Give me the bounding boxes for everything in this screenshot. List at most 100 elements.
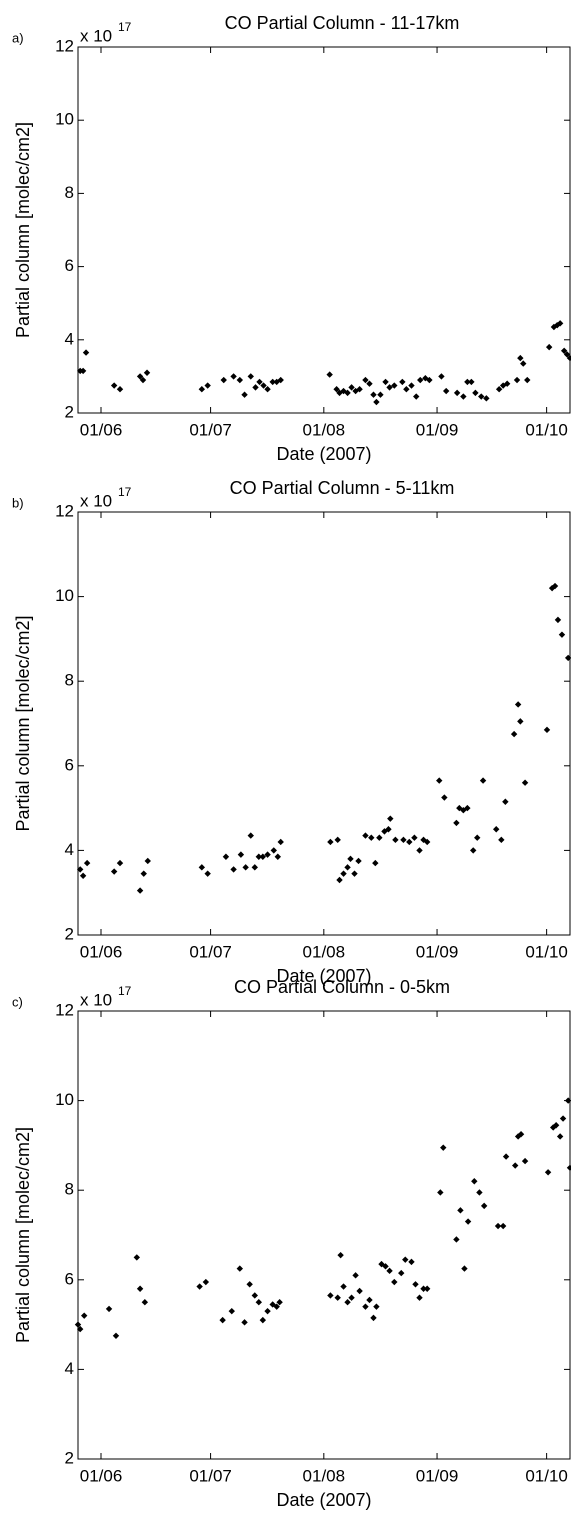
x-axis-label: Date (2007) <box>276 1490 371 1510</box>
data-point <box>517 1131 525 1138</box>
panel-label: a) <box>12 30 24 45</box>
panel-label: c) <box>12 994 23 1009</box>
data-point <box>559 1115 567 1122</box>
data-point <box>370 391 377 398</box>
data-point <box>502 1153 510 1160</box>
data-point <box>230 373 237 380</box>
data-point <box>472 389 479 397</box>
data-point <box>373 398 380 406</box>
data-point <box>110 868 118 875</box>
data-point <box>348 1294 355 1301</box>
data-point <box>273 1303 280 1310</box>
data-point <box>362 1303 369 1310</box>
data-point <box>420 1285 427 1292</box>
data-point <box>277 376 284 384</box>
data-point <box>441 794 448 801</box>
data-point <box>260 382 267 389</box>
data-point <box>110 382 118 389</box>
panel-label: b) <box>12 495 24 510</box>
data-point <box>468 378 475 386</box>
data-point <box>470 847 477 854</box>
data-point <box>143 369 151 376</box>
data-point <box>274 853 281 860</box>
data-point <box>464 1218 472 1225</box>
data-point <box>82 349 90 356</box>
data-point <box>400 836 407 844</box>
data-point <box>382 378 389 386</box>
data-point <box>464 378 471 386</box>
y-tick-label: 12 <box>55 36 74 55</box>
x-tick-label: 01/09 <box>416 1466 459 1485</box>
data-point <box>198 864 206 871</box>
data-point <box>493 826 500 833</box>
data-point <box>196 1283 203 1290</box>
data-point <box>252 384 259 391</box>
data-point <box>464 804 471 812</box>
x-axis-label: Date (2007) <box>276 966 371 986</box>
data-point <box>81 1312 88 1319</box>
y-tick-label: 12 <box>55 501 74 520</box>
data-point <box>264 1307 271 1315</box>
data-point <box>76 1325 84 1333</box>
data-point <box>362 376 369 384</box>
data-point <box>136 373 144 380</box>
data-point <box>520 360 527 367</box>
data-point <box>241 391 248 398</box>
data-point <box>385 826 392 833</box>
data-point <box>242 864 249 871</box>
data-point <box>373 1303 380 1310</box>
data-point <box>256 378 263 386</box>
data-point <box>558 631 566 638</box>
data-point <box>521 1157 529 1165</box>
data-point <box>556 320 564 327</box>
data-point <box>494 1222 502 1230</box>
data-point <box>83 859 91 867</box>
data-point <box>219 1316 226 1324</box>
x-tick-label: 01/10 <box>525 942 568 961</box>
data-point <box>416 1294 423 1301</box>
data-point <box>269 378 276 386</box>
data-point <box>566 1164 571 1171</box>
data-point <box>460 807 467 814</box>
data-point <box>220 376 227 384</box>
data-point <box>377 391 384 398</box>
y-tick-label: 2 <box>65 402 74 421</box>
data-point <box>457 1207 464 1214</box>
data-point <box>236 376 244 384</box>
data-point <box>510 730 518 738</box>
data-point <box>543 726 551 734</box>
data-point <box>116 386 124 393</box>
data-point <box>408 1258 415 1266</box>
data-point <box>355 857 362 865</box>
y-tick-label: 10 <box>55 110 74 129</box>
data-point <box>453 819 460 827</box>
data-point <box>255 853 263 860</box>
data-point <box>471 1178 478 1185</box>
data-point <box>204 870 211 877</box>
x-tick-label: 01/06 <box>80 420 123 439</box>
data-point <box>344 389 351 397</box>
data-point <box>241 1319 248 1326</box>
data-point <box>347 855 354 863</box>
data-point <box>366 1296 373 1304</box>
y-tick-label: 8 <box>65 183 74 202</box>
x-tick-label: 01/07 <box>189 1466 232 1485</box>
data-point <box>461 1265 468 1272</box>
data-point <box>460 393 467 400</box>
data-point <box>391 382 398 389</box>
data-point <box>136 1285 144 1292</box>
data-point <box>139 376 147 384</box>
y-tick-label: 8 <box>65 671 74 690</box>
data-point <box>237 851 245 858</box>
x-tick-label: 01/08 <box>303 420 346 439</box>
y-tick-label: 6 <box>65 1269 74 1288</box>
data-point <box>420 836 427 844</box>
data-point <box>423 838 431 846</box>
chart-title: CO Partial Column - 0-5km <box>234 977 450 997</box>
data-point <box>554 616 562 624</box>
data-point <box>517 354 524 362</box>
data-point <box>456 804 463 812</box>
data-point <box>382 1263 389 1270</box>
data-point <box>499 1222 507 1230</box>
